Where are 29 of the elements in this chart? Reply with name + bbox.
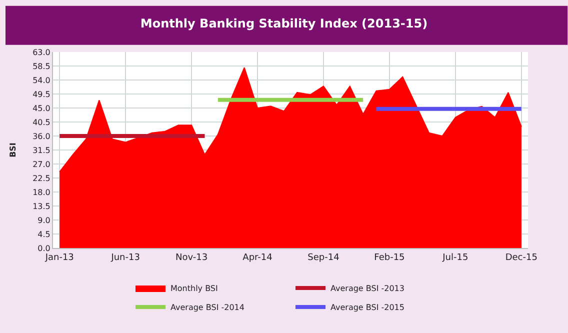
y-tick-label: 0.0 [38, 244, 50, 253]
chart-title: Monthly Banking Stability Index (2013-15) [140, 16, 428, 31]
y-tick-label: 9.0 [38, 216, 50, 225]
legend-label: Average BSI -2015 [330, 303, 404, 312]
y-tick-label: 54.0 [32, 76, 50, 85]
legend-label: Average BSI -2013 [330, 284, 404, 294]
y-tick-label: 36.0 [32, 132, 50, 141]
y-tick-label: 58.5 [32, 62, 50, 71]
y-tick-label: 63.0 [32, 48, 50, 57]
x-tick-label: Feb-15 [374, 252, 405, 263]
legend-label: Average BSI -2014 [170, 303, 244, 312]
x-tick-label: Nov-13 [176, 252, 208, 263]
y-tick-label: 40.5 [32, 118, 50, 127]
y-tick-label: 31.5 [32, 146, 50, 155]
x-tick-label: Apr-14 [242, 252, 273, 263]
y-tick-label: 49.5 [32, 90, 50, 99]
y-tick-label: 22.5 [32, 174, 50, 183]
y-tick-label: 4.5 [38, 230, 50, 239]
x-tick-label: Jun-13 [110, 252, 140, 263]
x-tick-label: Jul-15 [442, 252, 468, 263]
y-axis-title: BSI [8, 142, 18, 158]
y-tick-label: 27.0 [32, 160, 50, 169]
x-tick-label: Dec-15 [505, 252, 538, 263]
legend-label: Monthly BSI [170, 284, 218, 294]
y-tick-label: 13.5 [32, 202, 50, 211]
y-tick-label: 18.0 [32, 188, 50, 197]
x-tick-label: Sep-14 [308, 252, 340, 263]
y-tick-label: 45.0 [32, 104, 50, 113]
x-tick-label: Jan-13 [44, 252, 74, 263]
